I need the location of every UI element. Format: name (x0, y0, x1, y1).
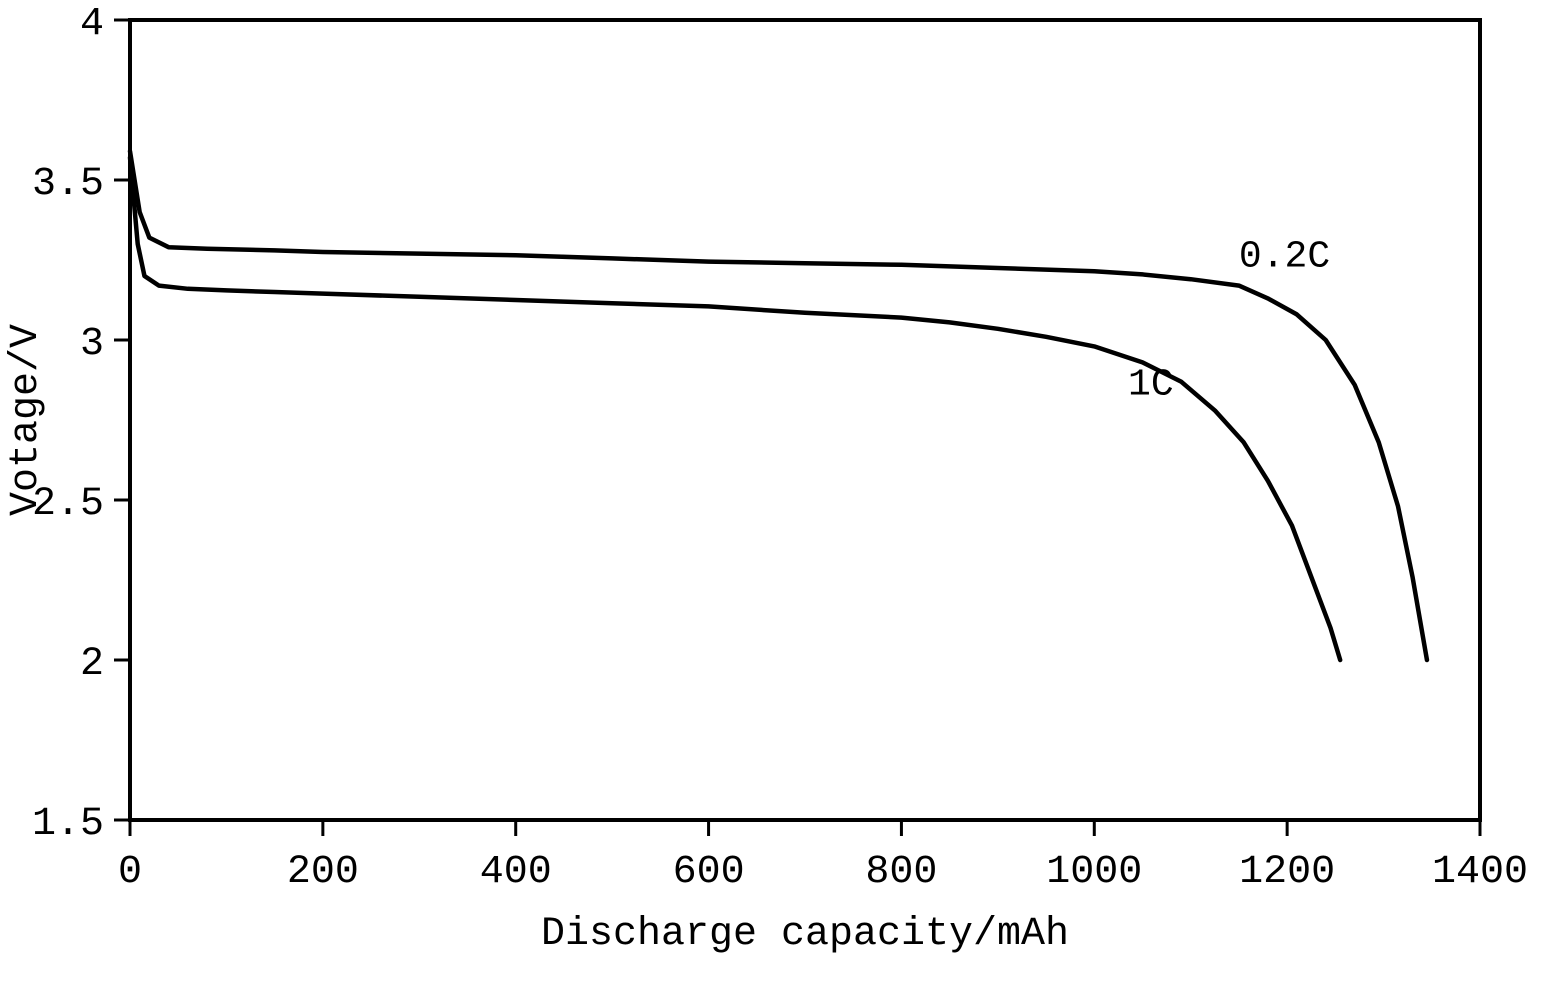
series-label-1C: 1C (1128, 363, 1174, 406)
series-line-0.2C (130, 151, 1427, 660)
y-tick-label: 2 (80, 642, 104, 687)
series-label-0.2C: 0.2C (1239, 235, 1330, 278)
x-tick-label: 1200 (1239, 850, 1335, 895)
series-line-1C (130, 158, 1340, 660)
x-tick-label: 1000 (1046, 850, 1142, 895)
x-tick-label: 600 (673, 850, 745, 895)
x-axis-label: Discharge capacity/mAh (541, 912, 1069, 957)
x-tick-label: 1400 (1432, 850, 1528, 895)
x-tick-label: 800 (865, 850, 937, 895)
discharge-chart: 02004006008001000120014001.522.533.54Dis… (0, 0, 1546, 989)
x-tick-label: 200 (287, 850, 359, 895)
plot-border (130, 20, 1480, 820)
y-tick-label: 4 (80, 2, 104, 47)
y-tick-label: 3.5 (32, 162, 104, 207)
y-axis-label: Votage/V (4, 324, 49, 516)
y-tick-label: 3 (80, 322, 104, 367)
x-tick-label: 0 (118, 850, 142, 895)
x-tick-label: 400 (480, 850, 552, 895)
y-tick-label: 1.5 (32, 802, 104, 847)
